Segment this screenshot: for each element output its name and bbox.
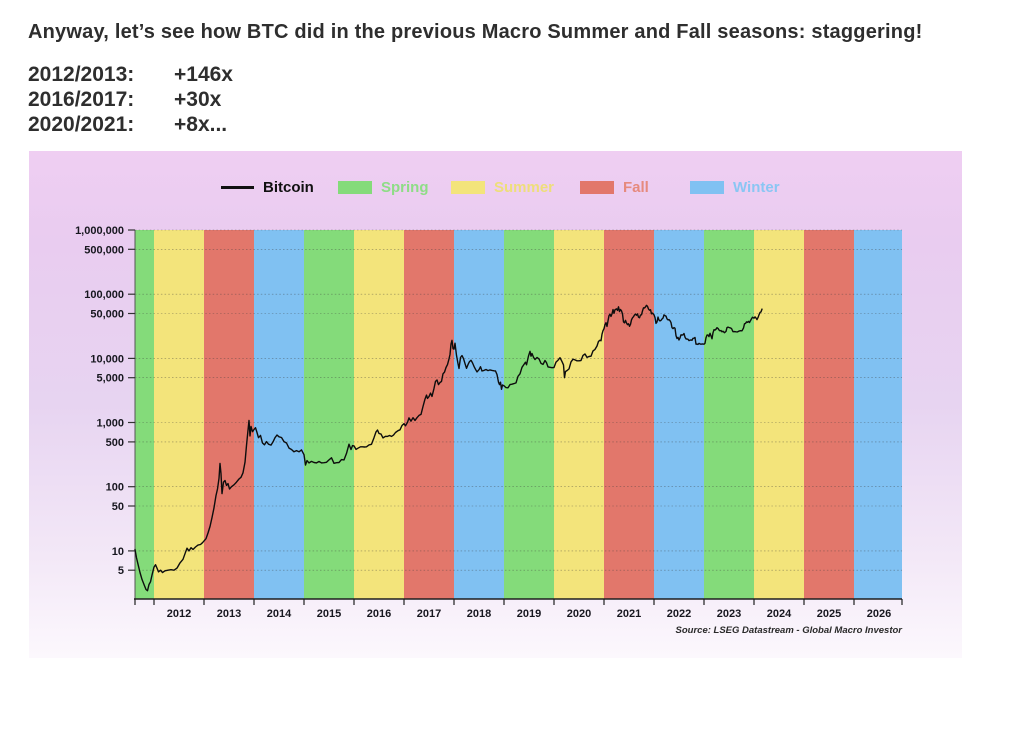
- stat-period: 2016/2017:: [28, 87, 135, 111]
- stat-row: 2012/2013: +146x: [28, 62, 233, 87]
- y-tick-label: 500: [106, 437, 124, 449]
- page-title: Anyway, let’s see how BTC did in the pre…: [28, 21, 923, 43]
- season-band-summer: [754, 230, 804, 599]
- legend-item-spring: Spring: [338, 179, 429, 196]
- season-band-spring: [304, 230, 354, 599]
- y-tick-label: 50,000: [90, 309, 124, 321]
- chart-card: Bitcoin Spring Summer Fall Winter 1,000,…: [29, 151, 962, 658]
- y-tick-label: 500,000: [84, 244, 124, 256]
- stat-row: 2016/2017: +30x: [28, 87, 233, 112]
- legend-label-spring: Spring: [381, 179, 429, 196]
- x-tick-label: 2023: [717, 608, 741, 620]
- legend-item-bitcoin: Bitcoin: [221, 179, 314, 196]
- winter-swatch: [690, 181, 724, 194]
- stat-value: +30x: [174, 87, 222, 111]
- stat-row: 2020/2021: +8x...: [28, 112, 233, 137]
- season-band-fall: [204, 230, 254, 599]
- spring-swatch: [338, 181, 372, 194]
- chart-svg: 1,000,000 500,000 100,000 50,000 10,000 5,000…: [75, 225, 904, 636]
- bitcoin-line-swatch: [221, 186, 254, 189]
- stat-period: 2020/2021:: [28, 112, 135, 136]
- season-band-spring: [704, 230, 754, 599]
- legend-item-winter: Winter: [690, 179, 780, 196]
- x-tick-label: 2019: [517, 608, 541, 620]
- y-tick-label: 1,000: [96, 418, 124, 430]
- x-tick-label: 2014: [267, 608, 292, 620]
- y-tick-label: 100: [106, 482, 124, 494]
- stat-period: 2012/2013:: [28, 62, 135, 86]
- y-tick-label: 1,000,000: [75, 225, 124, 237]
- x-tick-label: 2018: [467, 608, 491, 620]
- season-band-fall: [604, 230, 654, 599]
- x-tick-label: 2013: [217, 608, 241, 620]
- x-tick-label: 2022: [667, 608, 691, 620]
- legend-label-summer: Summer: [494, 179, 555, 196]
- y-tick-label: 50: [112, 501, 124, 513]
- season-band-spring: [504, 230, 554, 599]
- y-tick-label: 100,000: [84, 289, 124, 301]
- x-tick-label: 2016: [367, 608, 391, 620]
- summer-swatch: [451, 181, 485, 194]
- y-tick-label: 5,000: [96, 373, 124, 385]
- legend-label-bitcoin: Bitcoin: [263, 179, 314, 196]
- x-tick-label: 2012: [167, 608, 191, 620]
- season-band-summer: [354, 230, 404, 599]
- fall-swatch: [580, 181, 614, 194]
- source-label: Source: LSEG Datastream - Global Macro I…: [676, 625, 904, 636]
- x-tick-label: 2020: [567, 608, 591, 620]
- legend-label-winter: Winter: [733, 179, 780, 196]
- season-band-winter: [254, 230, 304, 599]
- stat-value: +8x...: [174, 112, 228, 136]
- season-band-summer: [154, 230, 204, 599]
- legend-item-fall: Fall: [580, 179, 649, 196]
- legend-label-fall: Fall: [623, 179, 649, 196]
- y-tick-label: 10: [112, 546, 124, 558]
- x-tick-label: 2026: [867, 608, 891, 620]
- season-band-winter: [454, 230, 504, 599]
- stat-value: +146x: [174, 62, 233, 86]
- season-band-summer: [554, 230, 604, 599]
- season-band-fall: [404, 230, 454, 599]
- season-band-winter: [854, 230, 902, 599]
- y-tick-label: 5: [118, 565, 124, 577]
- bitcoin-price-line: [134, 304, 763, 592]
- x-tick-label: 2015: [317, 608, 341, 620]
- x-tick-label: 2021: [617, 608, 641, 620]
- x-tick-label: 2024: [767, 608, 792, 620]
- season-band-winter: [654, 230, 704, 599]
- x-tick-label: 2025: [817, 608, 841, 620]
- x-tick-label: 2017: [417, 608, 441, 620]
- y-tick-label: 10,000: [90, 353, 124, 365]
- season-band-fall: [804, 230, 854, 599]
- performance-stats: 2012/2013: +146x 2016/2017: +30x 2020/20…: [28, 62, 233, 137]
- season-band-spring: [135, 230, 154, 599]
- legend-item-summer: Summer: [451, 179, 554, 196]
